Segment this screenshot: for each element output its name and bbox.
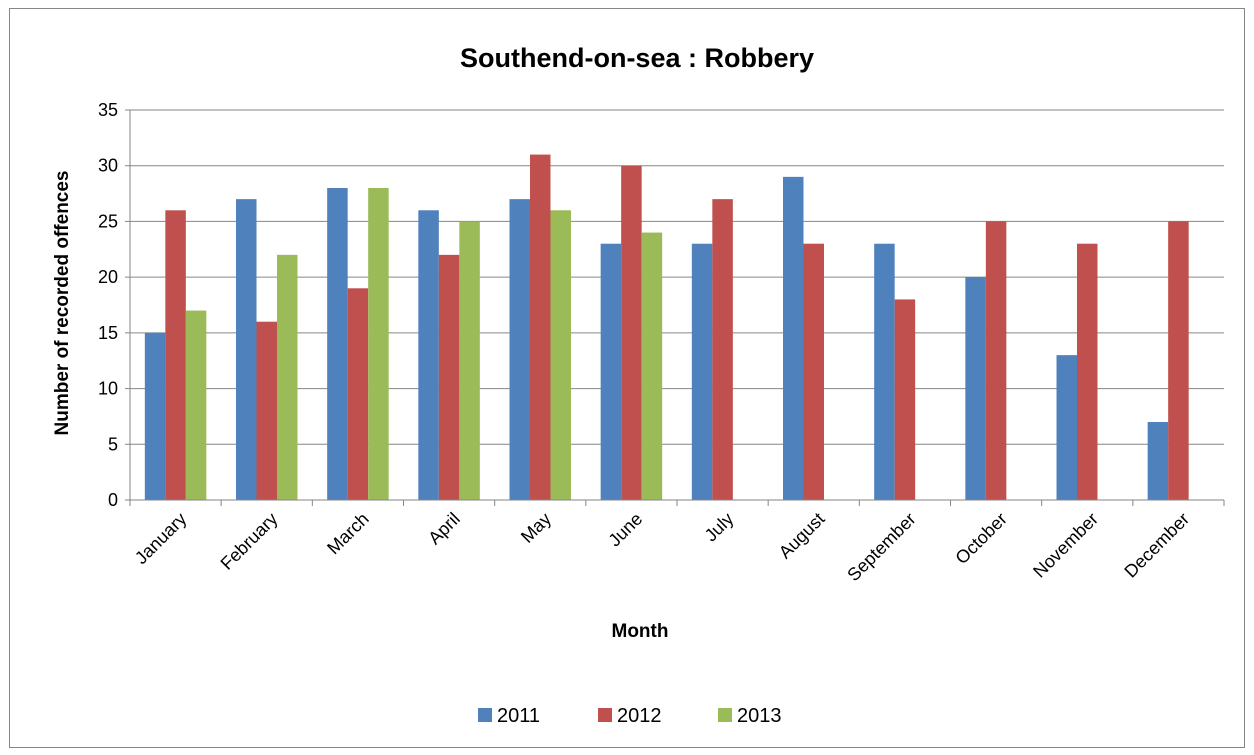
bar-2013-march bbox=[368, 188, 389, 500]
bar-2013-february bbox=[277, 254, 298, 500]
gridlines bbox=[130, 109, 1224, 445]
bar-2012-november bbox=[1077, 243, 1098, 500]
x-axis-title: Month bbox=[612, 621, 669, 642]
x-tick-label: March bbox=[323, 509, 373, 559]
bars bbox=[144, 154, 1189, 501]
x-tick-label: June bbox=[604, 509, 646, 551]
y-tick-label: 10 bbox=[98, 379, 118, 399]
y-axis-title: Number of recorded offences bbox=[52, 171, 73, 436]
y-tick-label: 35 bbox=[98, 100, 118, 120]
legend: 2011 2012 2013 bbox=[478, 705, 782, 727]
bar-2012-october bbox=[985, 221, 1007, 500]
y-tick-labels: 0 5 10 15 20 25 30 35 bbox=[98, 100, 130, 510]
legend-swatch-2011 bbox=[478, 708, 492, 722]
x-tick-label: November bbox=[1029, 509, 1102, 582]
bar-2012-june bbox=[621, 165, 642, 500]
bar-2013-may bbox=[550, 210, 571, 501]
bar-2013-april bbox=[459, 221, 480, 500]
x-tick-label: July bbox=[701, 509, 738, 546]
bar-2012-march bbox=[347, 288, 369, 500]
bar-2012-april bbox=[438, 254, 460, 500]
bar-2013-june bbox=[641, 232, 663, 501]
legend-label-2011: 2011 bbox=[497, 705, 540, 727]
legend-swatch-2012 bbox=[598, 708, 612, 722]
legend-label-2013: 2013 bbox=[737, 705, 782, 727]
y-tick-label: 0 bbox=[108, 490, 118, 510]
x-tick-label: May bbox=[517, 509, 555, 547]
x-tick-label: September bbox=[843, 509, 919, 585]
legend-label-2012: 2012 bbox=[617, 705, 662, 727]
axes bbox=[129, 110, 1225, 506]
legend-swatch-2013 bbox=[718, 708, 732, 722]
bar-2012-december bbox=[1168, 221, 1189, 500]
y-tick-label: 20 bbox=[98, 267, 118, 287]
bar-2011-february bbox=[236, 199, 257, 500]
bar-2013-january bbox=[185, 310, 207, 500]
bar-2011-august bbox=[783, 176, 804, 500]
bar-2012-may bbox=[530, 154, 551, 501]
bar-2012-january bbox=[165, 210, 186, 501]
x-tick-label: October bbox=[951, 509, 1010, 568]
x-tick-label: February bbox=[217, 509, 282, 574]
bar-2012-february bbox=[256, 321, 277, 500]
x-tick-label: January bbox=[131, 509, 190, 568]
bar-2011-january bbox=[144, 332, 166, 500]
y-tick-label: 5 bbox=[108, 434, 118, 454]
y-tick-label: 15 bbox=[98, 323, 118, 343]
bar-2011-june bbox=[600, 243, 622, 500]
bar-2011-july bbox=[691, 243, 713, 500]
bar-2012-august bbox=[803, 243, 824, 500]
bar-2011-november bbox=[1056, 355, 1077, 500]
bar-2011-september bbox=[874, 243, 895, 500]
y-tick-label: 30 bbox=[98, 156, 118, 176]
bar-2011-october bbox=[965, 277, 986, 500]
x-tick-label: December bbox=[1120, 509, 1193, 582]
bar-2011-april bbox=[418, 210, 439, 501]
bar-2011-december bbox=[1147, 422, 1169, 500]
x-tick-label: August bbox=[775, 509, 829, 563]
bar-2012-september bbox=[894, 299, 916, 500]
x-tick-labels: January February March April May June July Augu… bbox=[131, 509, 1193, 585]
x-tick-label: April bbox=[424, 509, 464, 549]
bar-2011-march bbox=[327, 188, 348, 500]
chart-title: Southend-on-sea : Robbery bbox=[460, 43, 814, 73]
y-tick-label: 25 bbox=[98, 211, 118, 231]
bar-2012-july bbox=[712, 199, 733, 500]
bar-2011-may bbox=[509, 199, 530, 500]
